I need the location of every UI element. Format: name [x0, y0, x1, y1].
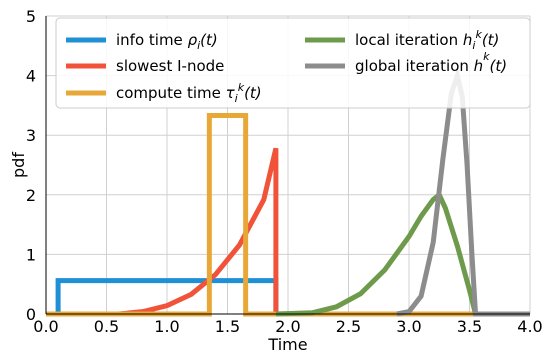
y-tick-label: 4 — [26, 67, 36, 86]
y-tick-label: 0 — [26, 305, 36, 324]
x-tick-label: 4.0 — [517, 317, 542, 336]
x-tick-label: 1.0 — [154, 317, 179, 336]
legend: info time ρi(t) slowest I-node compute tim… — [55, 17, 531, 109]
y-tick-label: 1 — [26, 245, 36, 264]
x-tick-label: 2.5 — [336, 317, 361, 336]
legend-label-2: compute time τik(t) — [116, 81, 262, 105]
x-tick-label: 2.0 — [275, 317, 300, 336]
x-tick-label: 1.5 — [215, 317, 240, 336]
legend-label-1: slowest I-node — [116, 57, 224, 75]
x-axis-label: Time — [267, 335, 307, 354]
x-tick-label: 3.0 — [396, 317, 421, 336]
y-axis-label: pdf — [9, 152, 28, 178]
legend-label-3: local iteration hik(t) — [355, 28, 499, 52]
legend-box — [55, 17, 531, 109]
legend-label-0: info time ρi(t) — [116, 31, 218, 52]
tick-labels: 0.0 0.5 1.0 1.5 2.0 2.5 3.0 3.5 4.0 0 1 2 3 4 5 — [26, 7, 543, 336]
y-tick-label: 2 — [26, 186, 36, 205]
x-tick-label: 3.5 — [457, 317, 482, 336]
axes — [45, 16, 530, 315]
y-tick-label: 5 — [26, 7, 36, 26]
x-tick-label: 0.5 — [94, 317, 119, 336]
series-line-3 — [275, 190, 530, 317]
y-tick-label: 3 — [26, 126, 36, 145]
x-tick-label: 0.0 — [33, 317, 58, 336]
